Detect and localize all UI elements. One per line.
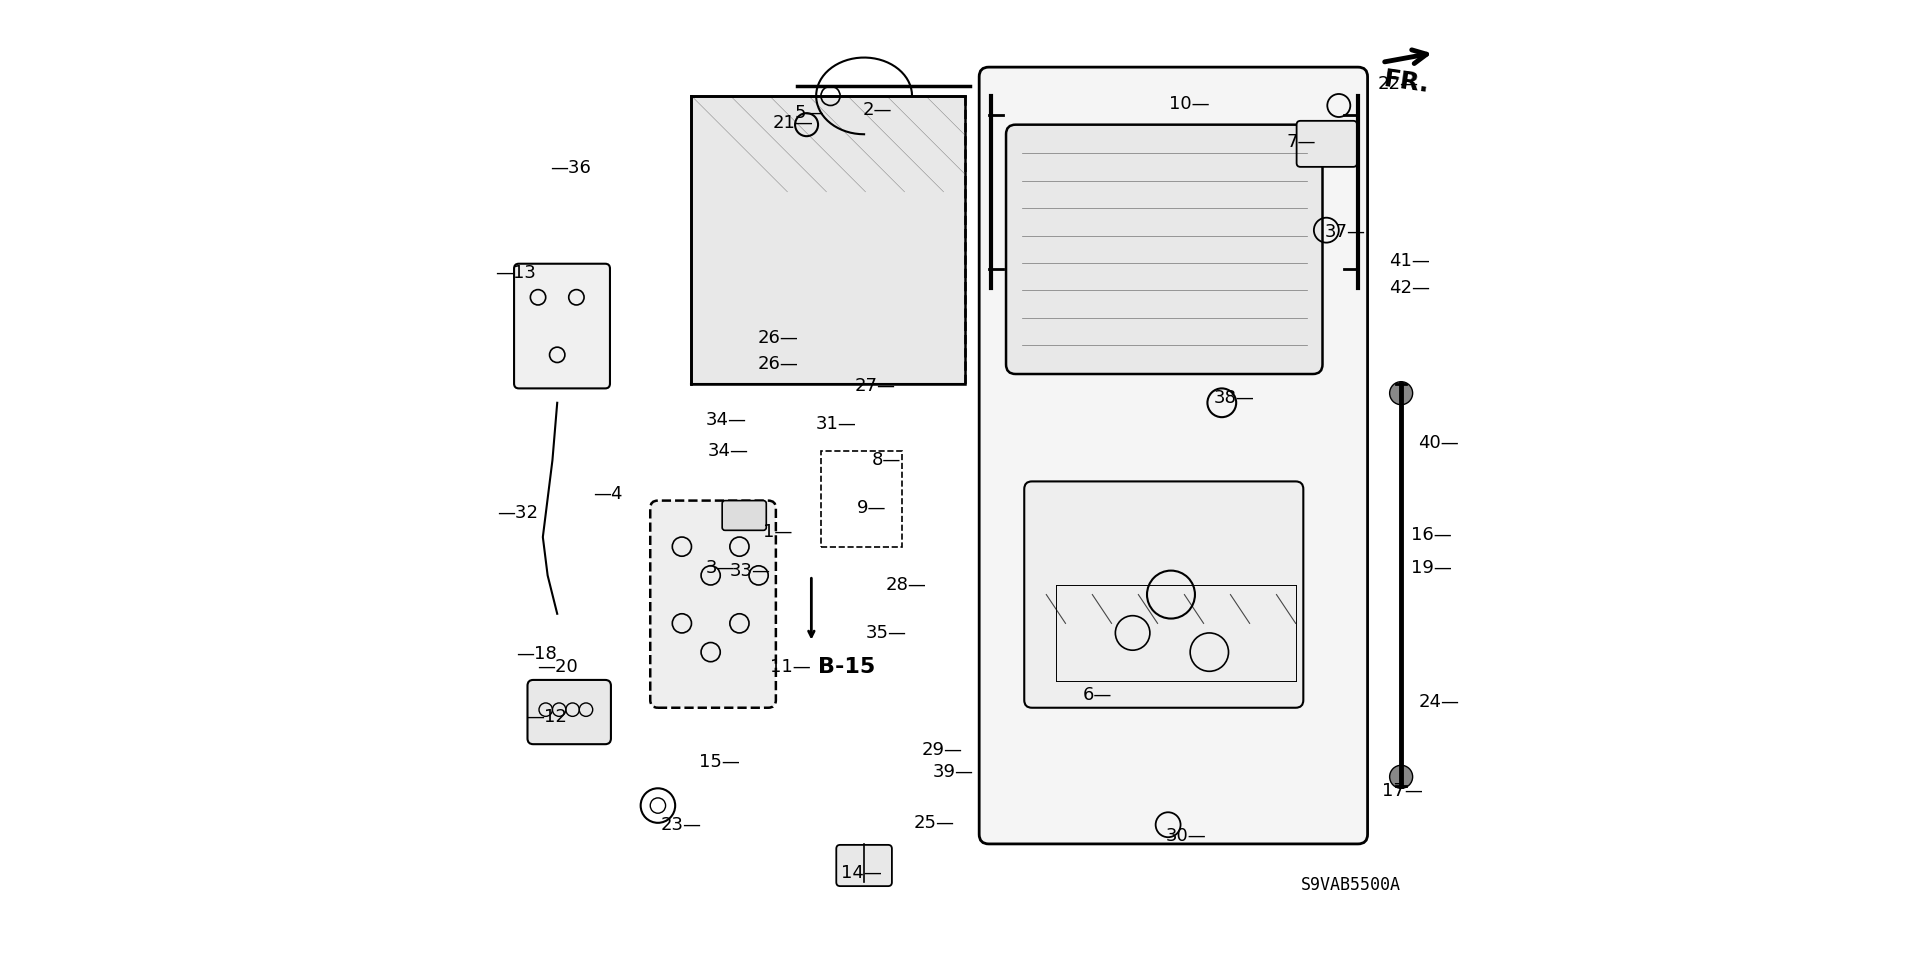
Text: B-15: B-15 bbox=[818, 657, 876, 677]
FancyBboxPatch shape bbox=[528, 680, 611, 744]
Text: —12: —12 bbox=[526, 709, 566, 726]
Text: 26—: 26— bbox=[758, 356, 799, 373]
Text: —4: —4 bbox=[593, 485, 622, 503]
Text: 15—: 15— bbox=[699, 754, 739, 771]
Text: 41—: 41— bbox=[1388, 252, 1430, 269]
Text: 22—: 22— bbox=[1377, 76, 1419, 93]
Text: —20: —20 bbox=[538, 658, 578, 675]
Text: 34—: 34— bbox=[708, 442, 749, 459]
Text: 33—: 33— bbox=[730, 562, 770, 579]
Text: 24—: 24— bbox=[1419, 693, 1459, 711]
FancyBboxPatch shape bbox=[1296, 121, 1357, 167]
FancyBboxPatch shape bbox=[1023, 481, 1304, 708]
Text: FR.: FR. bbox=[1382, 67, 1430, 97]
Text: 19—: 19— bbox=[1411, 559, 1452, 576]
Text: 5—: 5— bbox=[795, 105, 824, 122]
Text: 10—: 10— bbox=[1169, 95, 1210, 112]
Text: 17—: 17— bbox=[1382, 783, 1423, 800]
Text: 40—: 40— bbox=[1419, 434, 1459, 452]
Text: 11—: 11— bbox=[770, 658, 810, 675]
Text: 14—: 14— bbox=[841, 864, 881, 881]
Text: S9VAB5500A: S9VAB5500A bbox=[1300, 876, 1400, 894]
Text: 37—: 37— bbox=[1325, 223, 1365, 241]
Text: 28—: 28— bbox=[885, 576, 925, 594]
Text: 35—: 35— bbox=[866, 624, 906, 642]
Text: —13: —13 bbox=[495, 265, 536, 282]
Text: 26—: 26— bbox=[758, 329, 799, 346]
Text: 27—: 27— bbox=[854, 377, 895, 394]
Text: 34—: 34— bbox=[707, 411, 747, 429]
Text: —18: —18 bbox=[516, 645, 557, 663]
Text: 29—: 29— bbox=[922, 741, 962, 759]
Text: 23—: 23— bbox=[660, 816, 703, 833]
FancyBboxPatch shape bbox=[722, 501, 766, 530]
Text: 3—: 3— bbox=[707, 559, 735, 576]
Circle shape bbox=[1390, 765, 1413, 788]
Text: —36: —36 bbox=[549, 159, 591, 176]
Text: 38—: 38— bbox=[1213, 389, 1256, 407]
Text: 31—: 31— bbox=[816, 415, 856, 433]
Text: 30—: 30— bbox=[1165, 828, 1208, 845]
Text: 7—: 7— bbox=[1286, 133, 1315, 151]
Text: 39—: 39— bbox=[933, 763, 973, 781]
Text: —32: —32 bbox=[497, 504, 538, 522]
Text: 6—: 6— bbox=[1083, 687, 1112, 704]
Text: 9—: 9— bbox=[856, 500, 885, 517]
Polygon shape bbox=[691, 96, 964, 384]
Text: 42—: 42— bbox=[1388, 279, 1430, 296]
Text: 8—: 8— bbox=[872, 452, 900, 469]
FancyBboxPatch shape bbox=[837, 845, 893, 886]
FancyBboxPatch shape bbox=[515, 264, 611, 388]
FancyBboxPatch shape bbox=[1006, 125, 1323, 374]
Circle shape bbox=[1390, 382, 1413, 405]
Text: 21—: 21— bbox=[774, 114, 814, 131]
Text: 16—: 16— bbox=[1411, 526, 1452, 544]
FancyBboxPatch shape bbox=[651, 501, 776, 708]
FancyBboxPatch shape bbox=[979, 67, 1367, 844]
Text: 2—: 2— bbox=[862, 102, 891, 119]
Text: 25—: 25— bbox=[914, 814, 954, 831]
Text: 1—: 1— bbox=[764, 524, 793, 541]
